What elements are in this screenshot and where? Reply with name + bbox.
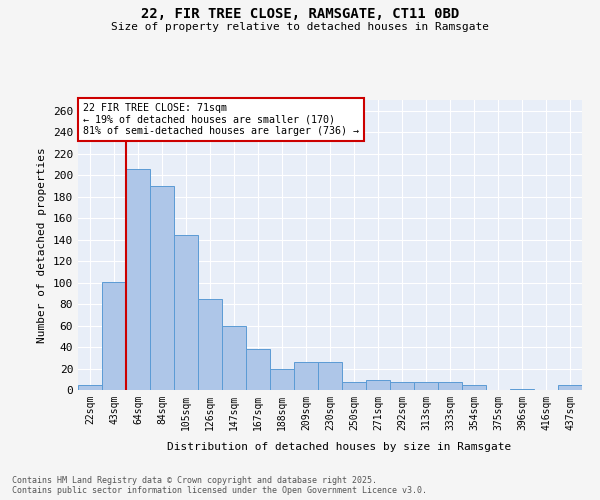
- Bar: [390, 382, 414, 390]
- Bar: [246, 349, 270, 390]
- Bar: [198, 298, 222, 390]
- Bar: [438, 382, 462, 390]
- Bar: [102, 282, 126, 390]
- Bar: [510, 389, 534, 390]
- Bar: [462, 384, 486, 390]
- Text: Contains HM Land Registry data © Crown copyright and database right 2025.
Contai: Contains HM Land Registry data © Crown c…: [12, 476, 427, 495]
- Text: Distribution of detached houses by size in Ramsgate: Distribution of detached houses by size …: [167, 442, 511, 452]
- Bar: [126, 168, 150, 390]
- Bar: [222, 326, 246, 390]
- Text: 22 FIR TREE CLOSE: 71sqm
← 19% of detached houses are smaller (170)
81% of semi-: 22 FIR TREE CLOSE: 71sqm ← 19% of detach…: [83, 103, 359, 136]
- Bar: [294, 362, 318, 390]
- Y-axis label: Number of detached properties: Number of detached properties: [37, 147, 47, 343]
- Bar: [174, 236, 198, 390]
- Bar: [318, 362, 342, 390]
- Bar: [414, 382, 438, 390]
- Bar: [342, 382, 366, 390]
- Bar: [558, 384, 582, 390]
- Text: 22, FIR TREE CLOSE, RAMSGATE, CT11 0BD: 22, FIR TREE CLOSE, RAMSGATE, CT11 0BD: [141, 8, 459, 22]
- Bar: [366, 380, 390, 390]
- Bar: [150, 186, 174, 390]
- Text: Size of property relative to detached houses in Ramsgate: Size of property relative to detached ho…: [111, 22, 489, 32]
- Bar: [270, 368, 294, 390]
- Bar: [78, 384, 102, 390]
